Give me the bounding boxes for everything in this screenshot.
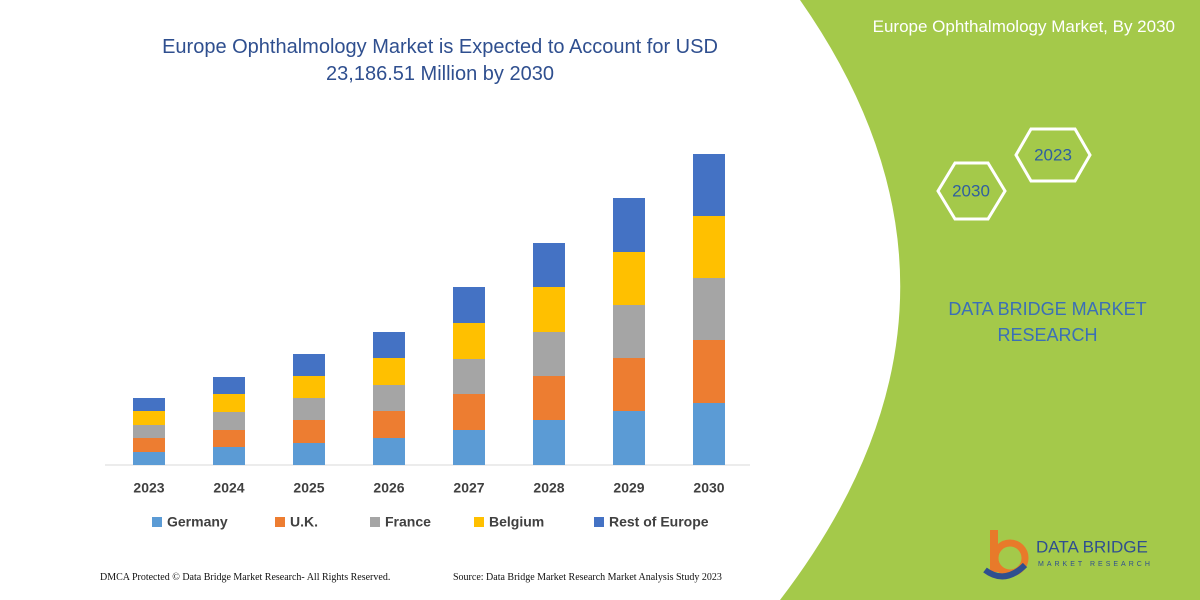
side-title: Europe Ophthalmology Market, By 2030 [872, 17, 1175, 36]
bar-segment [613, 411, 645, 465]
bar-segment [613, 198, 645, 252]
bar-segment [293, 420, 325, 443]
x-tick-label: 2030 [693, 480, 724, 496]
legend-swatch [594, 517, 604, 527]
legend-label: Rest of Europe [609, 514, 709, 530]
legend-swatch [152, 517, 162, 527]
bar-segment [133, 398, 165, 411]
bar-segment [133, 425, 165, 438]
bar-segment [373, 438, 405, 465]
bar-segment [453, 394, 485, 430]
bar-segment [533, 287, 565, 332]
bar-segment [693, 216, 725, 278]
bar-segment [613, 358, 645, 411]
bar-segment [293, 354, 325, 376]
hexagon [936, 161, 1007, 221]
legend-label: U.K. [290, 514, 318, 530]
bar-segment [453, 287, 485, 323]
bar-segment [453, 430, 485, 465]
legend-label: Belgium [489, 514, 544, 530]
legend-swatch [370, 517, 380, 527]
bar-segment [453, 359, 485, 394]
bar-segment [373, 358, 405, 385]
logo-mark [983, 530, 1029, 580]
x-tick-label: 2027 [453, 480, 484, 496]
bar-segment [693, 154, 725, 216]
bar-segment [613, 252, 645, 305]
bar-segment [293, 376, 325, 398]
x-tick-label: 2029 [613, 480, 644, 496]
x-tick-label: 2026 [373, 480, 404, 496]
legend-swatch [474, 517, 484, 527]
x-tick-label: 2023 [133, 480, 164, 496]
logo-name: DATA BRIDGE [1036, 537, 1148, 556]
bar-segment [693, 278, 725, 340]
bar-segment [373, 385, 405, 411]
bar-segment [293, 443, 325, 465]
bar-segment [213, 412, 245, 430]
x-tick-label: 2028 [533, 480, 564, 496]
bar-segment [213, 447, 245, 465]
green-panel [780, 0, 1200, 600]
footer-left: DMCA Protected © Data Bridge Market Rese… [100, 572, 391, 583]
legend-label: France [385, 514, 431, 530]
bar-segment [533, 376, 565, 420]
x-tick-label: 2024 [213, 480, 244, 496]
bar-segment [213, 394, 245, 412]
hexagon-label: 2023 [1034, 145, 1072, 164]
bar-segment [373, 411, 405, 438]
legend-swatch [275, 517, 285, 527]
bar-segment [213, 430, 245, 447]
bar-segment [293, 398, 325, 420]
bar-segment [533, 243, 565, 287]
brand: DATA BRIDGE MARKET RESEARCH [948, 299, 1147, 345]
bar-segment [133, 438, 165, 452]
bar-segment [693, 340, 725, 403]
bar-segment [453, 323, 485, 359]
chart-title: Europe Ophthalmology Market is Expected … [162, 36, 718, 85]
x-tick-label: 2025 [293, 480, 324, 496]
bar-segment [133, 411, 165, 425]
bar-segment [533, 420, 565, 465]
bar-segment [213, 377, 245, 394]
logo-tagline: MARKET RESEARCH [1038, 561, 1153, 568]
footer-right: Source: Data Bridge Market Research Mark… [453, 572, 722, 583]
bar-segment [133, 452, 165, 465]
legend-label: Germany [167, 514, 228, 530]
bar-segment [613, 305, 645, 358]
bar-segment [533, 332, 565, 376]
bar-segment [373, 332, 405, 358]
hexagon [1014, 127, 1092, 183]
bar-segment [693, 403, 725, 465]
hexagon-label: 2030 [952, 181, 990, 200]
